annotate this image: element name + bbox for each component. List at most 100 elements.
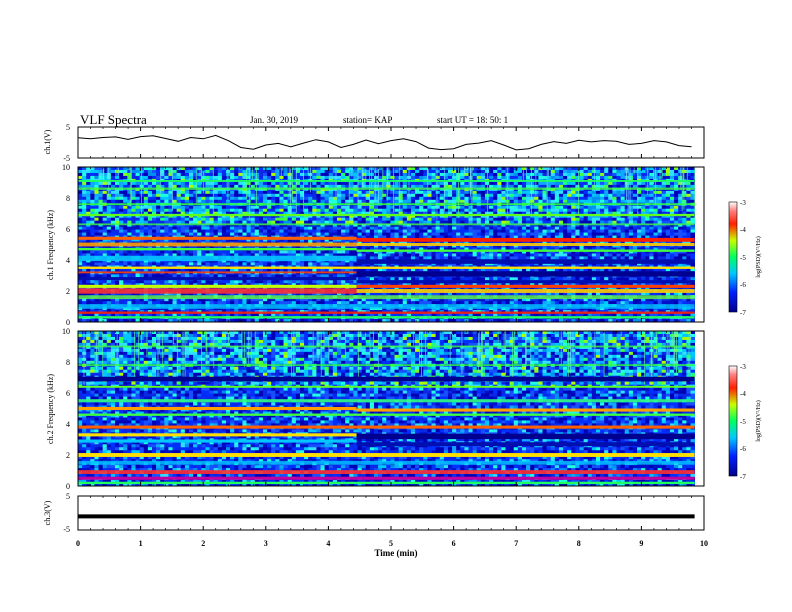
spectrogram-cell — [328, 167, 334, 171]
spectrogram-cell — [279, 253, 284, 257]
spectrogram-cell — [345, 298, 350, 302]
spectrogram-cell — [98, 169, 104, 174]
spectrogram-cell — [102, 319, 108, 323]
spectrogram-cell — [172, 250, 178, 254]
spectrogram-cell — [295, 169, 301, 174]
spectrogram-cell — [423, 181, 428, 186]
spectrogram-cell — [106, 226, 112, 230]
spectrogram-cell — [423, 319, 428, 323]
spectrogram-cell — [406, 232, 412, 236]
spectrogram-cell — [110, 238, 116, 242]
spectrogram-cell — [168, 181, 173, 186]
spectrogram-cell — [156, 298, 161, 302]
start-time-label: start UT = 18: 50: 1 — [437, 115, 508, 125]
spectrogram-cell — [275, 208, 280, 213]
spectrogram-cell — [82, 184, 87, 189]
spectrogram-cell — [394, 214, 400, 219]
spectrogram-cell — [98, 223, 104, 228]
spectrogram-cell — [443, 193, 449, 198]
spectrogram-cell — [382, 247, 387, 251]
spectrogram-cell — [151, 262, 157, 266]
spectrogram-cell — [279, 217, 284, 222]
spectrogram-cell — [176, 298, 182, 302]
spectrogram-cell — [254, 313, 260, 317]
spectrogram-cell — [390, 205, 395, 210]
spectrogram-cell — [304, 313, 309, 317]
spectrogram-cell — [197, 253, 202, 257]
spectrogram-cell — [139, 292, 145, 296]
spectrogram-cell — [324, 181, 330, 186]
spectrogram-cell — [110, 229, 116, 233]
spectrogram-cell — [110, 172, 116, 177]
spectrogram-cell — [419, 211, 424, 216]
spectrogram-cell — [114, 298, 120, 302]
spectrogram-cell — [184, 214, 190, 219]
spectrogram-cell — [320, 226, 326, 230]
spectrogram-cell — [262, 280, 268, 284]
spectrogram-cell — [312, 196, 317, 201]
spectrogram-cell — [382, 232, 387, 236]
spectrogram-cell — [378, 256, 383, 260]
spectrogram-cell — [419, 262, 424, 266]
spectrogram-cell — [378, 244, 383, 248]
spectrogram-cell — [390, 220, 395, 225]
spectrogram-cell — [287, 181, 293, 186]
spectrogram-cell — [336, 274, 342, 278]
spectrogram-cell — [369, 313, 375, 317]
spectrogram-cell — [106, 298, 112, 302]
spectrogram-cell — [308, 217, 313, 222]
spectrogram-cell — [250, 169, 256, 174]
spectrogram-cell — [238, 226, 243, 230]
spectrogram-cell — [435, 184, 441, 189]
spectrogram-cell — [390, 286, 395, 290]
spectrogram-cell — [197, 205, 202, 210]
spectrogram-cell — [382, 196, 387, 201]
spectrogram-cell — [86, 169, 91, 174]
spectrogram-cell — [106, 274, 112, 278]
spectrogram-cell — [439, 232, 445, 236]
spectrogram-cell — [419, 292, 424, 296]
spectrogram-cell — [382, 172, 387, 177]
spectrogram-cell — [295, 172, 301, 177]
spectrogram-cell — [398, 223, 404, 228]
spectrogram-cell — [271, 226, 276, 230]
spectrogram-cell — [283, 181, 289, 186]
spectrogram-cell — [267, 238, 272, 242]
spectrogram-cell — [324, 319, 330, 323]
spectrogram-cell — [258, 190, 264, 195]
spectrogram-cell — [439, 193, 445, 198]
spectrogram-cell — [410, 235, 416, 239]
spectrogram-cell — [176, 253, 182, 257]
spectrogram-cell — [456, 292, 461, 296]
spectrogram-cell — [423, 244, 428, 248]
spectrogram-cell — [373, 253, 379, 257]
spectrogram-cell — [402, 190, 408, 195]
spectrogram-cell — [431, 253, 437, 257]
spectrogram-cell — [332, 217, 338, 222]
spectrogram-cell — [234, 280, 239, 284]
spectrogram-cell — [102, 211, 108, 216]
spectrogram-cell — [82, 196, 87, 201]
spectrogram-cell — [242, 274, 247, 278]
spectrogram-cell — [443, 277, 449, 281]
spectrogram-cell — [460, 172, 465, 177]
spectrogram-cell — [324, 190, 330, 195]
spectrogram-cell — [201, 298, 206, 302]
spectrogram-cell — [410, 232, 416, 236]
spectrogram-cell — [135, 169, 141, 174]
spectrogram-cell — [258, 208, 264, 213]
spectrogram-cell — [106, 196, 112, 201]
spectrogram-cell — [242, 319, 247, 323]
spectrogram-cell — [184, 184, 190, 189]
spectrogram-cell — [287, 253, 293, 257]
spectrogram-cell — [147, 208, 153, 213]
spectrogram-cell — [328, 262, 334, 266]
spectrogram-cell — [423, 211, 428, 216]
spectrogram-cell — [119, 262, 124, 266]
spectrogram-cell — [151, 298, 157, 302]
spectrogram-cell — [78, 175, 83, 180]
spectrogram-cell — [205, 262, 210, 266]
spectrogram-cell — [460, 190, 465, 195]
spectrogram-cell — [423, 226, 428, 230]
spectrogram-cell — [221, 220, 227, 225]
